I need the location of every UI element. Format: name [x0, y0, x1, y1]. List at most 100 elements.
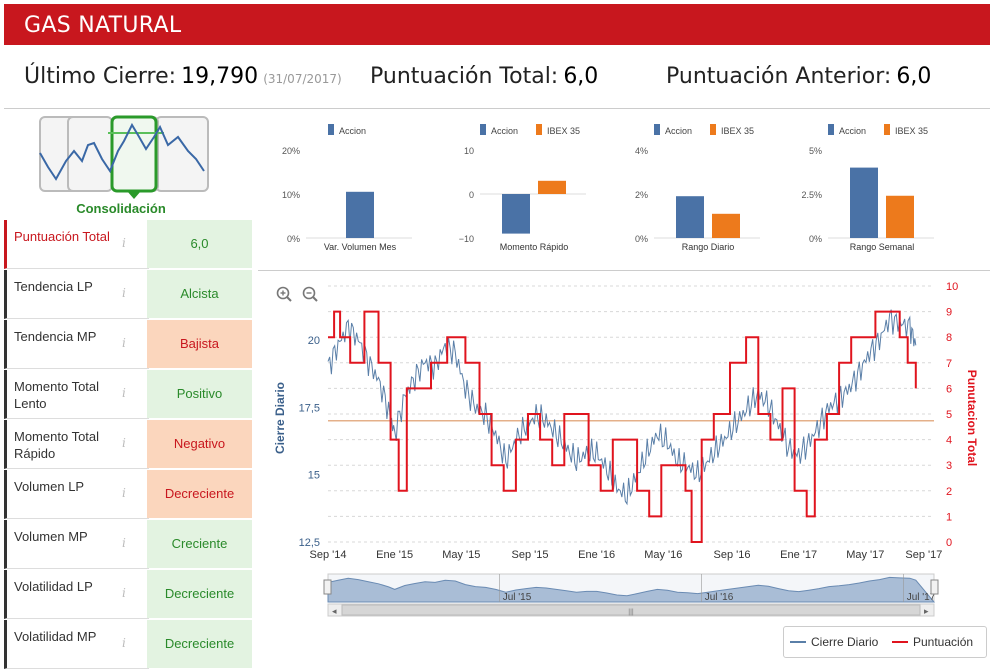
- chart-fast-momentum: Accion IBEX 35 10 0 −10 Momento Rápido: [459, 124, 586, 252]
- indicator-row-trend-lp: Tendencia LP i Alcista: [4, 270, 252, 320]
- legend-swatch: [828, 124, 834, 135]
- x-tick-label: Sep '15: [512, 549, 549, 561]
- legend-label: IBEX 35: [547, 126, 580, 136]
- indicator-label: Tendencia MP: [14, 329, 97, 344]
- scrollbar-grip: |||: [628, 609, 634, 616]
- y-tick-label: 17,5: [299, 402, 320, 414]
- consolidation-icon: [38, 115, 210, 199]
- y2-tick-label: 9: [946, 307, 952, 319]
- category-label: Rango Semanal: [850, 242, 915, 252]
- y-tick-label: 10: [464, 146, 474, 156]
- y-tick-label: 2%: [635, 190, 648, 200]
- y2-tick-label: 7: [946, 358, 952, 370]
- series-close-line: [327, 309, 917, 506]
- legend-swatch: [654, 124, 660, 135]
- x-tick-label: Sep '16: [714, 549, 751, 561]
- summary-line: Último Cierre: 19,790 (31/07/2017) Puntu…: [0, 58, 994, 98]
- info-icon[interactable]: i: [122, 286, 126, 300]
- indicator-row-total-score: Puntuación Total i 6,0: [4, 220, 252, 270]
- navigator-handle-left: [323, 579, 332, 595]
- indicator-value: 6,0: [147, 220, 252, 268]
- scrollbar-thumb: [341, 604, 921, 616]
- previous-score: Puntuación Anterior: 6,0: [666, 64, 932, 89]
- indicator-value: Decreciente: [147, 470, 252, 518]
- indicator-value: Decreciente: [147, 570, 252, 618]
- y2-tick-label: 5: [946, 409, 952, 421]
- y-tick-label: 0%: [287, 234, 300, 244]
- y2-tick-label: 10: [946, 281, 958, 293]
- bar-accion: [850, 167, 878, 238]
- indicator-row-trend-mp: Tendencia MP i Bajista: [4, 320, 252, 370]
- legend-swatch: [710, 124, 716, 135]
- indicator-label: Volatilidad MP: [14, 629, 97, 644]
- y-tick-label: 20: [308, 335, 320, 347]
- zoom-in-icon[interactable]: [276, 286, 292, 302]
- y2-tick-label: 4: [946, 435, 952, 447]
- y2-axis-title: Punutacion Total: [965, 370, 979, 466]
- last-close: Último Cierre: 19,790 (31/07/2017): [24, 64, 342, 89]
- info-icon[interactable]: i: [122, 336, 126, 350]
- info-icon[interactable]: i: [122, 436, 126, 450]
- y-tick-label: 0%: [809, 234, 822, 244]
- zoom-out-icon[interactable]: [302, 286, 318, 302]
- legend-label: Accion: [491, 126, 518, 136]
- scroll-left-arrow: ◂: [332, 606, 337, 616]
- info-icon[interactable]: i: [122, 586, 126, 600]
- panel-divider: [258, 270, 990, 271]
- indicator-row-volatility-mp: Volatilidad MP i Decreciente: [4, 620, 252, 670]
- series-score-line: [328, 310, 917, 543]
- legend-label-score: Puntuación: [913, 635, 973, 649]
- indicator-row-volume-lp: Volumen LP i Decreciente: [4, 470, 252, 520]
- title-bar: GAS NATURAL: [4, 4, 990, 45]
- category-label: Var. Volumen Mes: [324, 242, 397, 252]
- y-axis-title: Cierre Diario: [273, 382, 287, 454]
- y-tick-label: 0: [469, 190, 474, 200]
- bar-ibex-35: [712, 213, 740, 238]
- y-tick-label: −10: [459, 234, 474, 244]
- indicator-label: Volumen MP: [14, 529, 88, 544]
- scroll-right-arrow: ▸: [924, 606, 929, 616]
- indicator-label: Volatilidad LP: [14, 579, 93, 594]
- legend-swatch: [480, 124, 486, 135]
- info-icon[interactable]: i: [122, 236, 126, 250]
- indicator-value: Positivo: [147, 370, 252, 418]
- navigator-label: Jul '17: [907, 592, 936, 603]
- legend-swatch: [884, 124, 890, 135]
- indicator-row-volume-mp: Volumen MP i Creciente: [4, 520, 252, 570]
- legend-label: Accion: [839, 126, 866, 136]
- y-tick-label: 10%: [282, 190, 300, 200]
- legend-label-close: Cierre Diario: [811, 635, 879, 649]
- chart-volume-month: Accion 20% 10% 0% Var. Volumen Mes: [282, 124, 412, 252]
- bar-ibex-35: [538, 180, 566, 194]
- y-tick-label: 15: [308, 470, 320, 482]
- navigator-label: Jul '15: [503, 592, 532, 603]
- indicator-value: Alcista: [147, 270, 252, 318]
- indicator-row-momentum-slow: Momento Total Lento i Positivo: [4, 370, 252, 420]
- info-icon[interactable]: i: [122, 386, 126, 400]
- legend-label: Accion: [339, 126, 366, 136]
- x-tick-label: Sep '17: [905, 549, 942, 561]
- total-score: Puntuación Total: 6,0: [370, 64, 599, 89]
- indicator-label: Tendencia LP: [14, 279, 93, 294]
- legend-swatch: [328, 124, 334, 135]
- indicator-row-momentum-fast: Momento Total Rápido i Negativo: [4, 420, 252, 470]
- page-title: GAS NATURAL: [24, 13, 182, 38]
- x-tick-label: May '17: [846, 549, 884, 561]
- y2-tick-label: 1: [946, 511, 952, 523]
- info-icon[interactable]: i: [122, 536, 126, 550]
- info-icon[interactable]: i: [122, 486, 126, 500]
- indicator-value: Bajista: [147, 320, 252, 368]
- legend-label: IBEX 35: [895, 126, 928, 136]
- y-tick-label: 20%: [282, 146, 300, 156]
- bar-accion: [502, 194, 530, 234]
- y-tick-label: 12,5: [299, 537, 320, 549]
- indicator-value: Negativo: [147, 420, 252, 468]
- y2-tick-label: 2: [946, 486, 952, 498]
- x-tick-label: Ene '16: [578, 549, 615, 561]
- info-icon[interactable]: i: [122, 636, 126, 650]
- bar-accion: [346, 191, 374, 238]
- y-tick-label: 0%: [635, 234, 648, 244]
- y-tick-label: 5%: [809, 146, 822, 156]
- summary-divider: [4, 108, 990, 109]
